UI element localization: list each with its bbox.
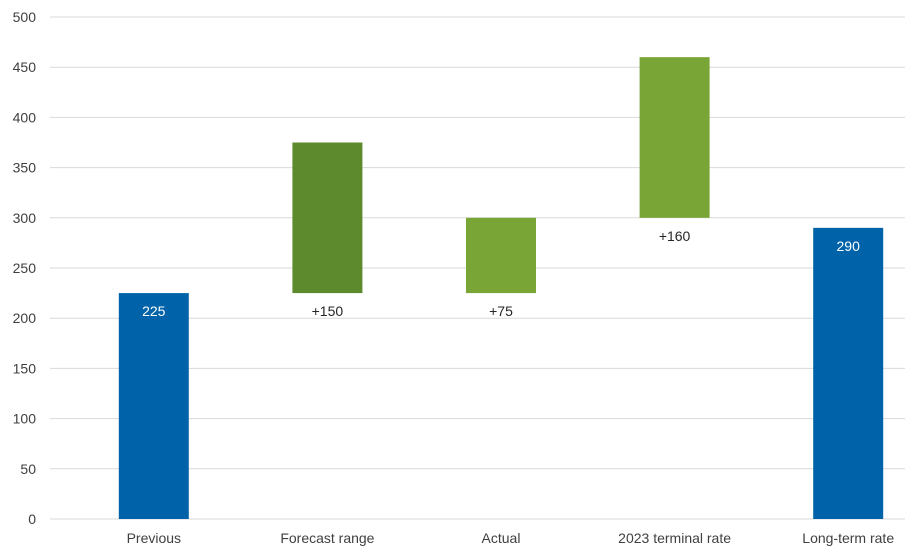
y-tick-label: 500 — [13, 9, 37, 25]
y-tick-label: 300 — [13, 210, 37, 226]
y-tick-label: 200 — [13, 310, 37, 326]
y-tick-label: 0 — [28, 511, 36, 527]
bar — [639, 57, 710, 218]
bar — [466, 217, 536, 294]
data-label: +160 — [659, 228, 691, 244]
bar — [292, 142, 363, 294]
y-tick-label: 100 — [13, 411, 37, 427]
y-tick-label: 250 — [13, 260, 37, 276]
bar — [813, 227, 884, 519]
data-label: 290 — [837, 238, 861, 254]
y-tick-label: 50 — [20, 461, 36, 477]
data-label: 225 — [142, 303, 166, 319]
data-labels: 225 +150 +75 +160 290 — [142, 228, 860, 319]
x-axis-category-labels: Previous Forecast range Actual 2023 termina… — [127, 530, 895, 546]
category-label: Long-term rate — [802, 530, 894, 546]
data-label: +75 — [489, 303, 513, 319]
bar — [118, 293, 189, 519]
category-label: Actual — [482, 530, 521, 546]
y-tick-label: 350 — [13, 160, 37, 176]
y-tick-label: 150 — [13, 360, 37, 376]
category-label: Previous — [127, 530, 181, 546]
category-label: 2023 terminal rate — [618, 530, 731, 546]
y-axis-tick-labels: 0 50 100 150 200 250 300 350 400 450 500 — [13, 9, 37, 527]
bars — [118, 57, 884, 519]
y-tick-label: 400 — [13, 109, 37, 125]
y-tick-label: 450 — [13, 59, 37, 75]
data-label: +150 — [312, 303, 344, 319]
category-label: Forecast range — [280, 530, 374, 546]
